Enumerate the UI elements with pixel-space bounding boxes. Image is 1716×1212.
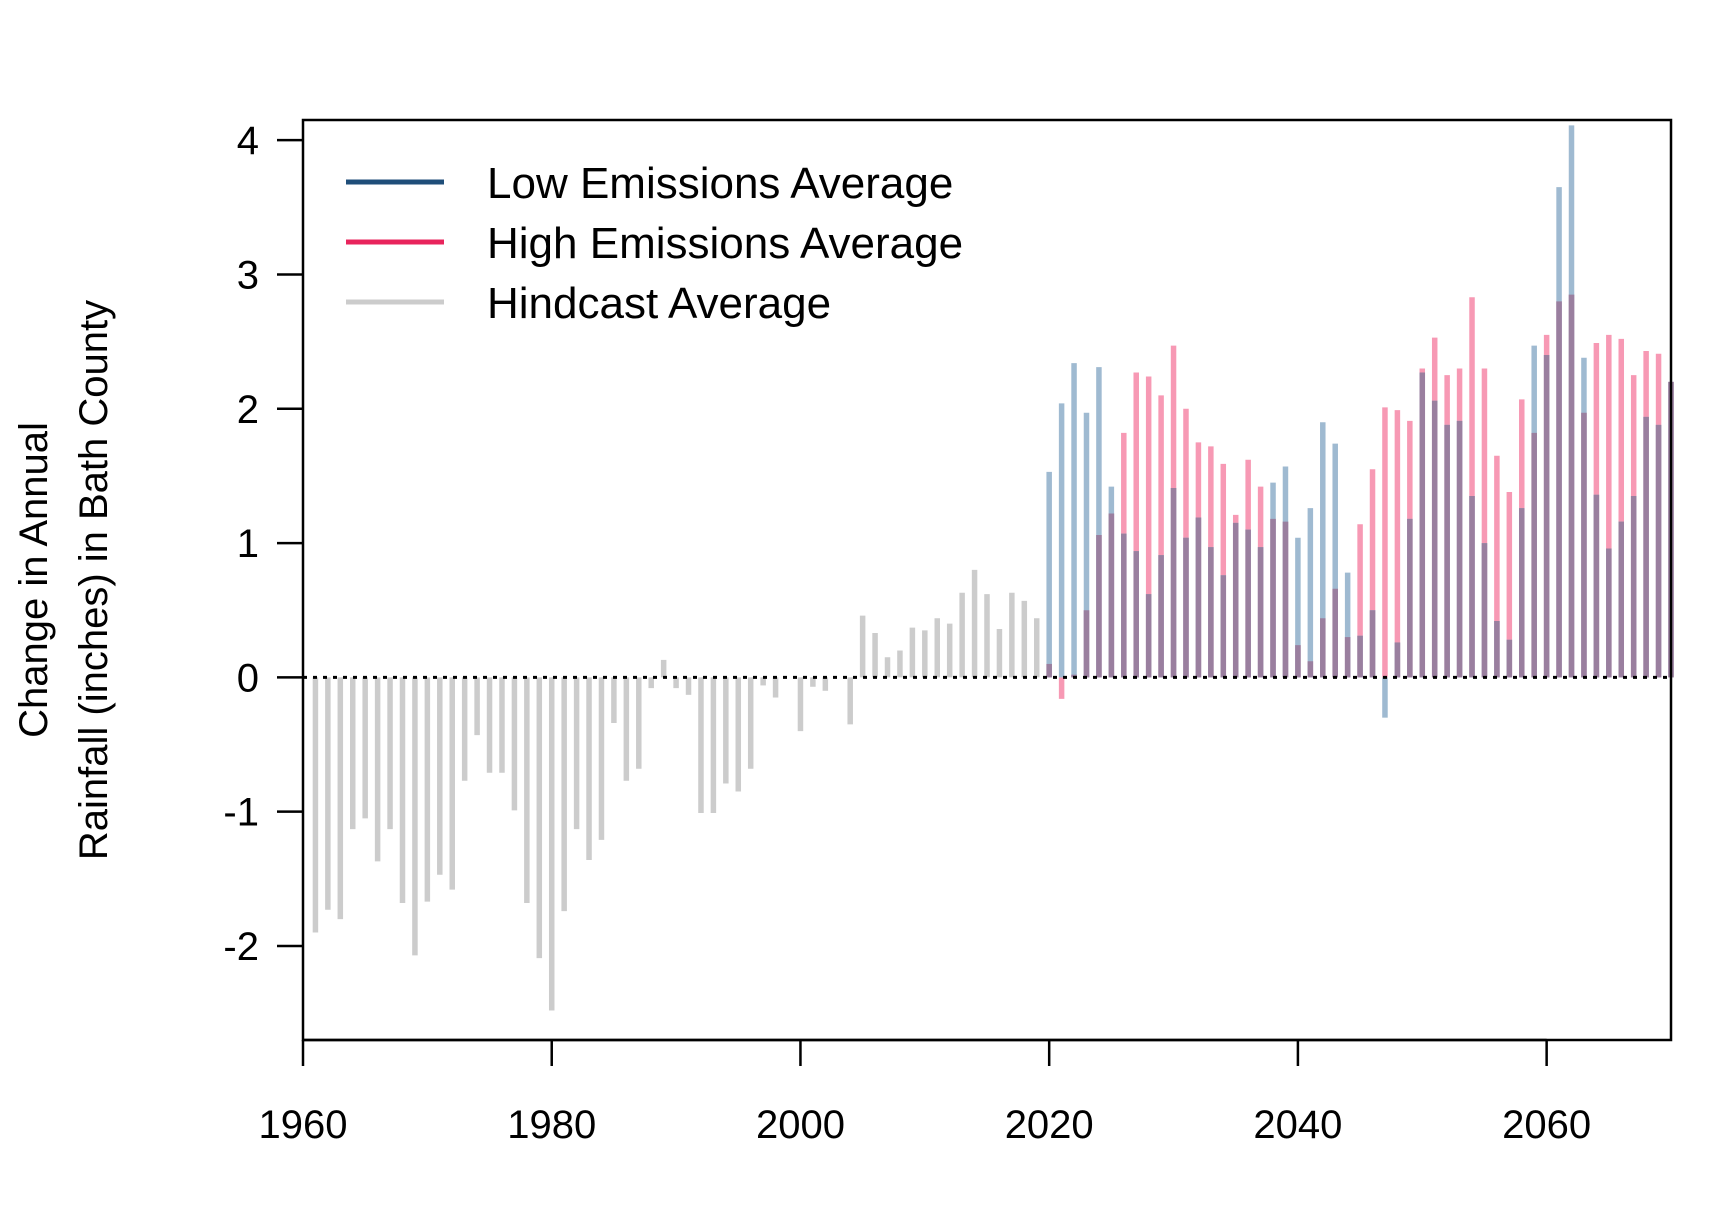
x-tick-label-2000: 2000 bbox=[756, 1103, 845, 1147]
y-axis-title-line2: Rainfall (inches) in Bath County bbox=[72, 300, 116, 860]
x-tick-label-2060: 2060 bbox=[1502, 1103, 1591, 1147]
legend: Low Emissions Average High Emissions Ave… bbox=[346, 159, 963, 328]
y-tick-label-1: 1 bbox=[237, 522, 259, 566]
legend-label-hindcast: Hindcast Average bbox=[487, 279, 831, 328]
y-tick-label--2: -2 bbox=[223, 925, 259, 969]
x-tick-label-2040: 2040 bbox=[1253, 1103, 1342, 1147]
legend-label-high-emissions: High Emissions Average bbox=[487, 219, 963, 268]
legend-label-low-emissions: Low Emissions Average bbox=[487, 159, 953, 208]
x-tick-label-1980: 1980 bbox=[507, 1103, 596, 1147]
y-tick-label-2: 2 bbox=[237, 388, 259, 432]
y-axis: -2 -1 0 1 2 3 4 bbox=[223, 119, 303, 969]
y-axis-title-line1: Change in Annual bbox=[12, 422, 56, 738]
bars-layer bbox=[312, 125, 1674, 1011]
y-tick-label-0: 0 bbox=[237, 656, 259, 700]
y-tick-label--1: -1 bbox=[223, 791, 259, 835]
x-tick-label-2020: 2020 bbox=[1005, 1103, 1094, 1147]
x-tick-label-1960: 1960 bbox=[259, 1103, 348, 1147]
x-axis: 1960 1980 2000 2020 2040 2060 bbox=[259, 1038, 1591, 1147]
y-tick-label-4: 4 bbox=[237, 119, 259, 163]
y-tick-label-3: 3 bbox=[237, 253, 259, 297]
